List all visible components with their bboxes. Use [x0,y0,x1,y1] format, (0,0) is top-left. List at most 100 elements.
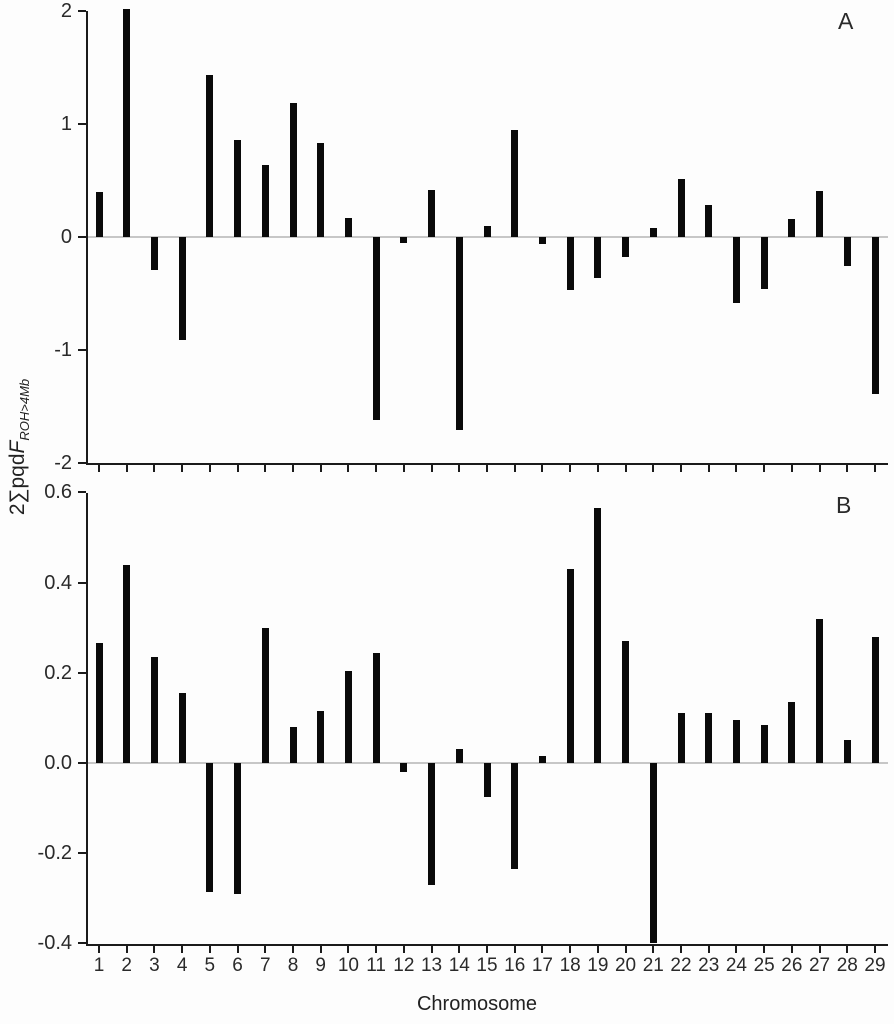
x-tick-panel-b-chr23 [707,946,710,953]
y-tick-panel-b [78,491,86,494]
y-tick-label-panel-b: 0.4 [44,571,72,594]
bar-panel-a-chr27 [816,190,824,237]
x-tick-panel-b-chr4 [181,946,184,953]
x-tick-label-chr27: 27 [808,955,831,976]
x-tick-label-chr15: 15 [476,955,498,976]
bar-panel-a-chr2 [123,8,131,237]
bar-panel-b-chr10 [344,670,352,763]
x-tick-label-chr17: 17 [531,955,553,976]
bar-panel-b-chr27 [816,618,824,763]
x-tick-panel-a-chr28 [846,465,849,472]
x-tick-panel-a-chr7 [264,465,267,472]
x-tick-panel-b-chr25 [763,946,766,953]
panel-label-a: A [838,8,854,34]
bar-panel-b-chr28 [843,740,851,763]
y-axis-title-f-symbol: F [6,440,29,454]
y-tick-panel-b [78,671,86,674]
x-tick-panel-a-chr3 [153,465,156,472]
x-tick-label-chr23: 23 [698,955,720,976]
bar-panel-a-chr15 [483,225,491,237]
x-tick-panel-a-chr2 [125,465,128,472]
x-tick-label-chr11: 11 [366,955,386,976]
x-tick-panel-a-chr14 [458,465,461,472]
bar-panel-b-chr14 [455,749,463,763]
x-tick-label-chr26: 26 [781,955,803,976]
bar-panel-a-chr23 [705,205,713,237]
bar-panel-b-chr1 [95,643,103,763]
x-tick-panel-b-chr26 [790,946,793,953]
bar-panel-a-chr13 [428,189,436,237]
x-tick-label-chr12: 12 [393,955,415,976]
bar-panel-b-chr7 [261,627,269,763]
y-tick-label-panel-a: 0 [60,226,72,248]
x-tick-panel-a-chr26 [790,465,793,472]
y-tick-label-panel-b: 0.6 [44,481,72,504]
bar-panel-a-chr12 [400,237,408,243]
bar-panel-b-chr4 [178,693,186,763]
x-tick-panel-b-chr15 [486,946,488,953]
x-tick-panel-b-chr22 [680,946,682,953]
x-tick-panel-a-chr4 [181,465,184,472]
x-tick-label-chr7: 7 [259,955,271,976]
x-tick-label-chr5: 5 [204,955,216,976]
x-tick-label-chr22: 22 [670,955,692,976]
x-tick-panel-b-chr3 [153,946,156,953]
x-tick-panel-b-chr19 [596,946,599,953]
x-tick-panel-a-chr10 [347,465,350,472]
x-tick-label-chr14: 14 [448,955,470,976]
bar-panel-b-chr17 [538,756,546,763]
x-tick-label-chr16: 16 [504,955,526,976]
x-tick-panel-b-chr7 [264,946,267,953]
x-tick-label-chr24: 24 [725,955,747,976]
x-tick-label-chr29: 29 [864,955,886,976]
bar-panel-b-chr20 [622,641,630,763]
x-tick-panel-a-chr11 [375,465,378,472]
x-tick-panel-a-chr6 [236,465,239,472]
bar-panel-a-chr8 [289,102,297,237]
bar-panel-a-chr21 [649,227,657,237]
x-tick-panel-a-chr5 [208,465,211,472]
x-tick-panel-b-chr2 [125,946,128,953]
zero-line-panel-a [88,236,888,238]
bar-panel-b-chr29 [871,636,879,763]
x-tick-panel-b-chr21 [652,946,655,953]
x-tick-panel-b-chr14 [458,946,461,953]
bar-panel-b-chr22 [677,713,685,763]
y-tick-panel-a [78,236,86,238]
bar-panel-a-chr9 [317,143,325,237]
x-tick-label-chr3: 3 [149,955,160,976]
x-tick-label-chr8: 8 [287,955,299,976]
x-tick-label-chr1: 1 [93,955,105,976]
bar-panel-a-chr7 [261,164,269,237]
x-tick-panel-b-chr12 [402,946,405,953]
x-tick-panel-a-chr12 [402,465,405,472]
x-tick-panel-a-chr16 [513,465,516,472]
x-tick-panel-a-chr29 [874,465,876,472]
x-tick-panel-b-chr8 [292,946,294,953]
x-tick-label-chr19: 19 [587,955,609,976]
x-tick-panel-b-chr17 [541,946,544,953]
bar-panel-b-chr26 [788,702,796,763]
x-tick-panel-a-chr1 [98,465,100,472]
x-tick-panel-a-chr18 [569,465,572,472]
bar-panel-b-chr21 [649,763,657,944]
bar-panel-a-chr10 [344,217,352,237]
x-tick-panel-b-chr27 [818,946,821,953]
x-tick-label-chr21: 21 [642,955,664,976]
x-tick-panel-a-chr19 [596,465,599,472]
bar-panel-a-chr1 [95,191,103,237]
bar-panel-a-chr11 [372,237,380,421]
y-tick-panel-a [78,349,86,351]
y-tick-label-panel-a: -1 [54,339,72,361]
x-tick-panel-a-chr15 [486,465,488,472]
x-tick-panel-b-chr9 [319,946,322,953]
bar-panel-b-chr24 [732,720,740,763]
x-tick-panel-b-chr24 [735,946,738,953]
y-axis-panel-b [86,493,88,946]
x-axis-panel-b [86,944,888,946]
x-tick-panel-b-chr29 [874,946,876,953]
x-axis-title: Chromosome [416,993,538,1015]
y-tick-panel-b [78,581,86,584]
bar-panel-b-chr9 [317,711,325,763]
